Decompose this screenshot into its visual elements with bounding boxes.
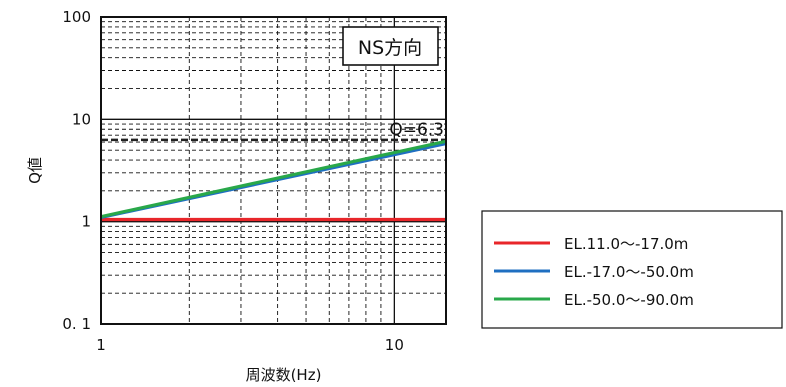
y-tick-label: 0. 1 [62,315,91,333]
y-tick-label: 10 [72,110,91,128]
plot-frame [100,16,447,325]
direction-box-frame [342,26,439,66]
y-tick-label: 100 [62,8,91,26]
series-layer [100,139,447,222]
direction-box: NS方向 [342,26,439,66]
x-tick-label: 10 [385,336,404,354]
legend-label-2: EL.-17.0〜-50.0m [564,263,694,281]
y-tick-label: 1 [81,213,91,231]
y-axis-title: Q値 [26,157,44,184]
q-line-label: Q=6.3 [389,120,444,140]
x-tick-label: 1 [96,336,106,354]
direction-label: NS方向 [358,37,422,59]
legend: EL.11.0〜-17.0m EL.-17.0〜-50.0m EL.-50.0〜-9… [481,210,783,329]
legend-label-3: EL.-50.0〜-90.0m [564,291,694,309]
legend-label-1: EL.11.0〜-17.0m [564,235,688,253]
legend-items: EL.11.0〜-17.0m EL.-17.0〜-50.0m EL.-50.0〜-9… [494,235,694,309]
x-axis-title: 周波数(Hz) [246,366,322,384]
series-line-3 [100,139,447,219]
tick-label-layer: 1 10 0. 1 1 10 100 [62,8,404,354]
